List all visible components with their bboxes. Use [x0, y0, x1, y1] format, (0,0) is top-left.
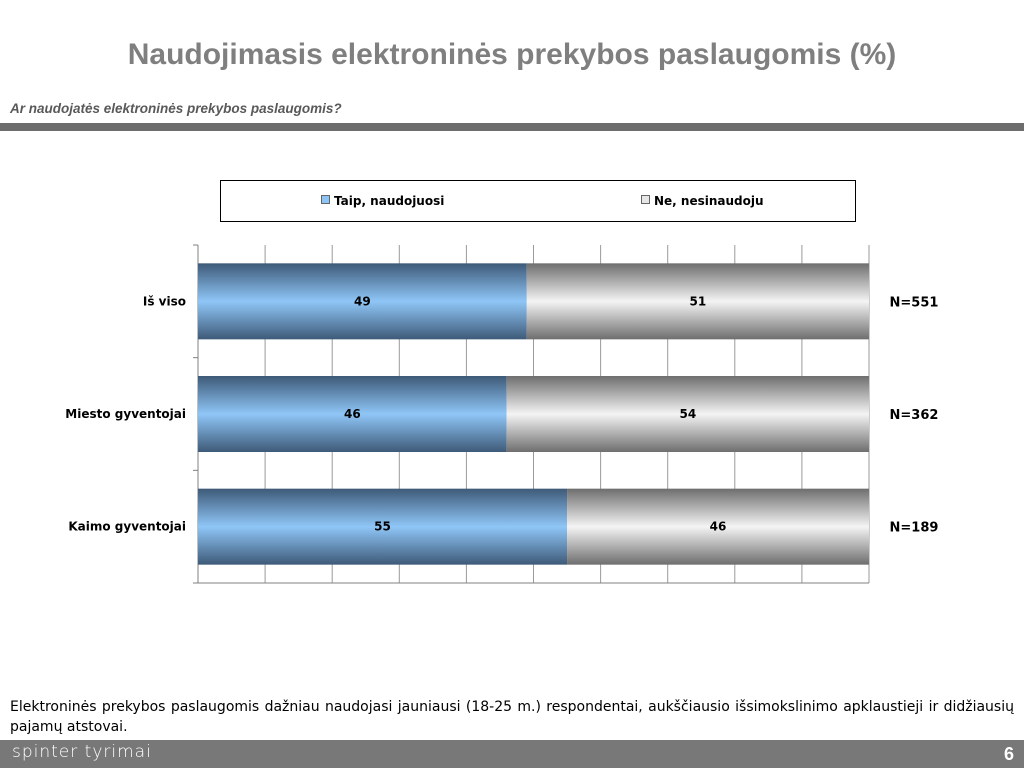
footer-bar: spinter tyrimai 6 — [0, 740, 1024, 768]
legend-item-yes: Taip, naudojuosi — [321, 194, 444, 208]
bar-yes — [198, 376, 507, 452]
category-label: Miesto gyventojai — [65, 407, 186, 421]
page-number: 6 — [1003, 744, 1014, 764]
stacked-bar-chart: 49 51 Iš viso N=551 46 54 Miesto gyventojai N=3… — [65, 244, 939, 584]
bar-no — [567, 488, 869, 565]
data-label-yes: 46 — [344, 407, 361, 421]
category-label: Iš viso — [143, 294, 186, 308]
slide-title: Naudojimasis elektroninės prekybos pasla… — [127, 38, 897, 71]
bar-yes — [198, 263, 527, 340]
slide-subtitle: Ar naudojatės elektroninės prekybos pasl… — [10, 101, 342, 116]
sample-size-label: N=189 — [890, 521, 939, 536]
sample-size-label: N=551 — [890, 295, 939, 310]
legend-swatch-no — [641, 195, 650, 204]
data-label-no: 54 — [679, 407, 696, 421]
data-label-yes: 55 — [374, 520, 391, 534]
sample-size-label: N=362 — [890, 408, 939, 423]
data-label-no: 46 — [710, 520, 727, 534]
legend-item-no: Ne, nesinaudoju — [641, 194, 764, 208]
chart-legend: Taip, naudojuosi Ne, nesinaudoju — [220, 180, 856, 222]
legend-label-yes: Taip, naudojuosi — [334, 194, 445, 208]
bar-yes — [198, 488, 568, 565]
bar-no — [526, 263, 869, 340]
brand-logo: spinter tyrimai — [12, 742, 152, 762]
bar-no — [506, 376, 869, 452]
legend-swatch-yes — [321, 195, 330, 204]
data-label-yes: 49 — [354, 294, 371, 308]
footer-note: Elektroninės prekybos paslaugomis dažnia… — [10, 699, 1014, 735]
legend-label-no: Ne, nesinaudoju — [654, 194, 764, 208]
header-divider — [0, 123, 1024, 131]
category-label: Kaimo gyventojai — [68, 520, 186, 534]
data-label-no: 51 — [690, 294, 707, 308]
